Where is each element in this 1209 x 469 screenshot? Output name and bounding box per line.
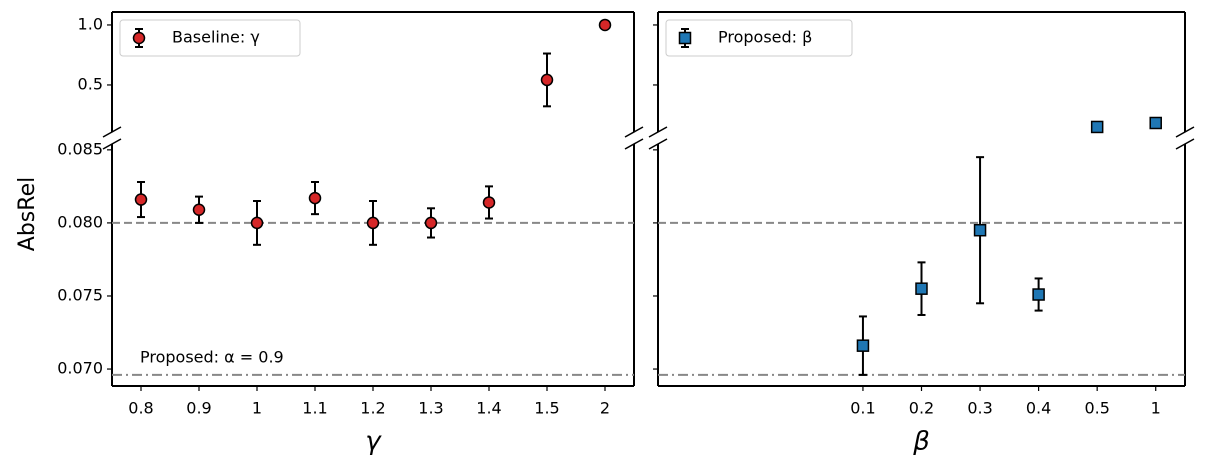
y-tick-label: 0.080 [57,212,103,231]
point [366,216,380,230]
legend-marker [132,31,146,45]
axis-break [624,138,644,150]
x-tick-label: 0.3 [967,399,992,418]
x-tick-label: 1.2 [360,399,385,418]
point [134,193,148,206]
y-tick-label: 1.0 [78,14,103,33]
point [1149,116,1162,130]
legend-box [119,19,301,57]
point [1032,288,1045,301]
axis-break [624,126,644,138]
legend-box [665,19,853,57]
x-tick-label: 0.4 [1026,399,1051,418]
axis-break [648,126,668,138]
y-tick-label: 0.070 [57,359,103,378]
x-tick-label: 0.9 [186,399,211,418]
point [915,282,928,295]
point [1090,120,1104,134]
point [308,191,322,205]
point [192,203,206,217]
point [598,18,612,32]
x-tick-label: 0.2 [909,399,934,418]
legend-marker [678,31,692,45]
point [482,196,496,209]
x-axis-label: β [912,427,930,457]
axis-break [1175,126,1195,138]
y-tick-label: 0.085 [57,139,103,158]
point [250,216,264,230]
y-axis-label: AbsRel [15,177,40,251]
annotation: Proposed: α = 0.9 [140,347,284,366]
legend-label: Proposed: β [718,28,812,47]
y-tick-label: 0.075 [57,285,103,304]
x-tick-label: 1.1 [302,399,327,418]
x-tick-label: 0.1 [850,399,875,418]
x-tick-label: 1.3 [418,399,443,418]
axis-break [1175,138,1195,150]
x-tick-label: 0.5 [1084,399,1109,418]
x-tick-label: 1 [1151,399,1161,418]
x-tick-label: 2 [600,399,610,418]
axis-break [102,138,122,150]
axis-break [102,126,122,138]
point [540,73,554,87]
point [424,216,438,230]
legend-label: Baseline: γ [172,28,260,47]
x-tick-label: 1.4 [476,399,501,418]
x-tick-label: 1.5 [534,399,559,418]
point [856,339,870,352]
x-tick-label: 0.8 [128,399,153,418]
x-axis-label: γ [365,427,382,457]
axis-break [648,138,668,150]
point [973,223,987,237]
y-tick-label: 0.5 [78,74,103,93]
x-tick-label: 1 [252,399,262,418]
